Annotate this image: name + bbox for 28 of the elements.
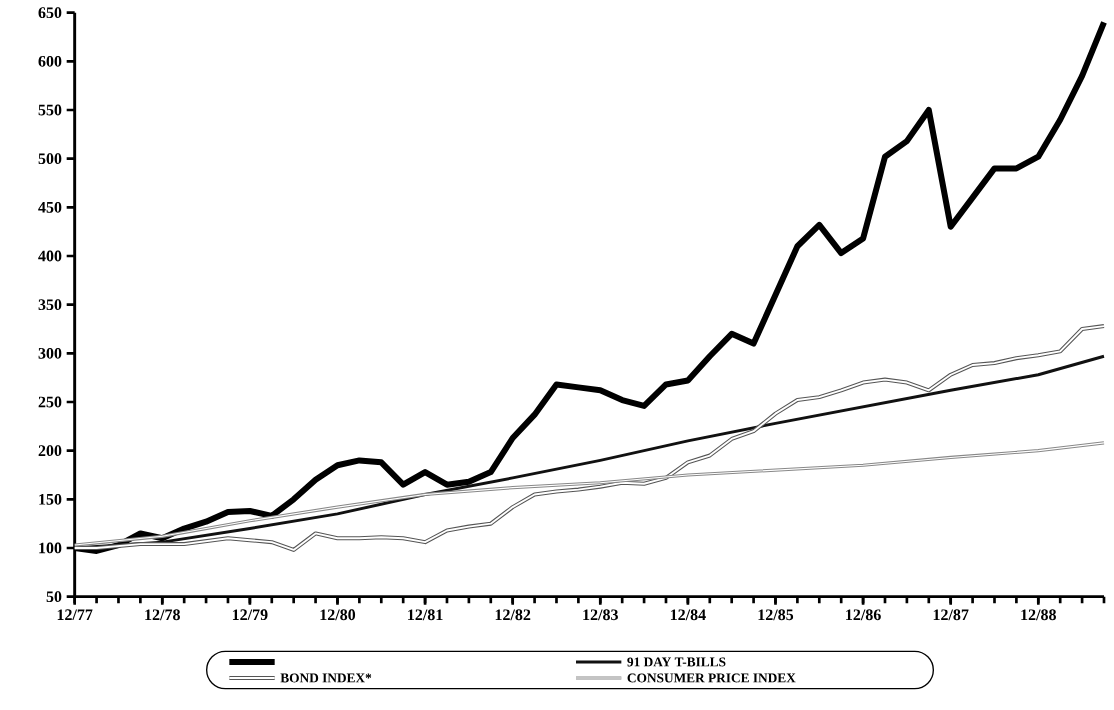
legend-label: 91 DAY T-BILLS <box>627 657 726 667</box>
legend-label: CONSUMER PRICE INDEX <box>627 673 796 683</box>
x-tick-label: 12/82 <box>495 609 531 621</box>
x-tick-label: 12/84 <box>670 609 706 621</box>
x-tick-label: 12/83 <box>583 609 618 621</box>
x-tick-label: 12/80 <box>320 609 356 621</box>
y-tick-label: 250 <box>38 396 62 408</box>
legend-label: BOND INDEX* <box>280 673 372 683</box>
y-tick-label: 150 <box>39 493 62 505</box>
y-tick-label: 300 <box>38 347 62 359</box>
y-tick-label: 650 <box>38 7 62 19</box>
y-tick-label: 550 <box>38 104 62 116</box>
x-tick-label: 12/88 <box>1021 609 1056 621</box>
y-tick-label: 450 <box>38 201 62 213</box>
x-tick-label: 12/87 <box>933 609 969 621</box>
y-tick-label: 50 <box>46 591 62 603</box>
x-tick-label: 12/85 <box>758 609 794 621</box>
y-tick-label: 600 <box>38 55 62 67</box>
x-tick-label: 12/81 <box>408 609 443 621</box>
y-tick-label: 200 <box>38 445 62 457</box>
x-tick-label: 12/77 <box>57 609 93 621</box>
y-tick-label: 500 <box>38 153 62 165</box>
x-tick-label: 12/86 <box>846 609 881 621</box>
x-tick-label: 12/79 <box>232 609 268 621</box>
x-tick-label: 12/78 <box>145 609 180 621</box>
y-tick-label: 350 <box>38 299 62 311</box>
y-tick-label: 100 <box>39 542 62 554</box>
y-tick-label: 400 <box>38 250 62 262</box>
